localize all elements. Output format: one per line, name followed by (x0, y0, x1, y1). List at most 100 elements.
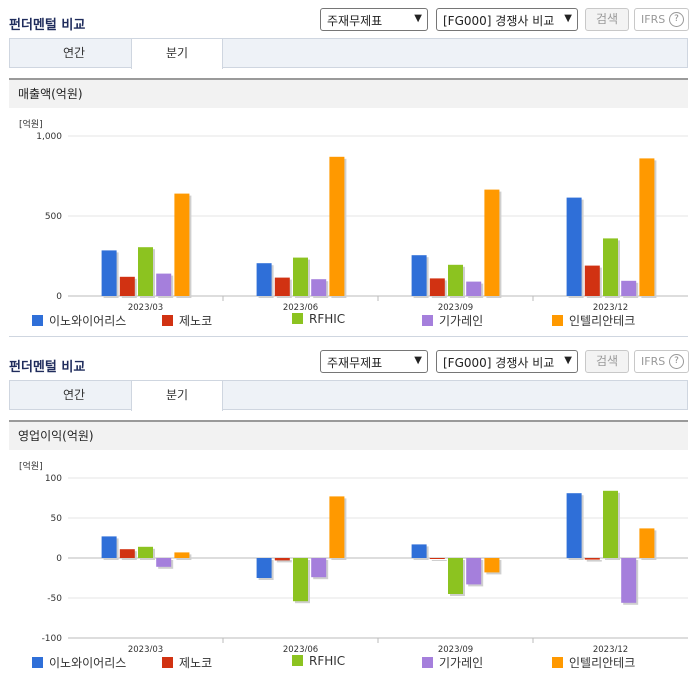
bar (466, 558, 482, 585)
tab-annual[interactable]: 연간 (62, 46, 86, 60)
legend-item[interactable]: 인텔리안테크 (552, 312, 635, 329)
bar-shadow (586, 560, 602, 562)
bar (603, 238, 618, 296)
chevron-down-icon: ▼ (414, 13, 422, 24)
x-tick-label: 2023/09 (438, 645, 473, 652)
ifrs-label: IFRS (641, 13, 666, 26)
bar (584, 558, 600, 560)
peer-select[interactable]: [FG000] 경쟁사 비교 ▼ (436, 350, 578, 373)
x-tick-label: 2023/12 (593, 645, 628, 652)
unit-label: [억원] (19, 118, 43, 130)
revenue-legend: 이노와이어리스 제노코 RFHIC 기가레인 인텔리안테크 (0, 312, 696, 330)
legend-item[interactable]: 이노와이어리스 (32, 312, 126, 329)
tab-quarterly[interactable]: 분기 (131, 381, 223, 411)
bar (429, 278, 445, 296)
bar (584, 265, 600, 296)
panel-header: 펀더멘털 비교 주재무제표 ▼ [FG000] 경쟁사 비교 ▼ 검색 IFRS… (0, 0, 696, 38)
legend-item[interactable]: 제노코 (162, 312, 212, 329)
y-tick-label: 1,000 (36, 132, 62, 142)
bar (329, 496, 345, 558)
bar (293, 558, 308, 602)
legend-label: 이노와이어리스 (49, 314, 127, 328)
x-tick-label: 2023/06 (283, 303, 318, 310)
legend-swatch (162, 315, 173, 326)
divider (9, 336, 688, 337)
y-tick-label: -50 (47, 594, 62, 604)
statement-select[interactable]: 주재무제표 ▼ (320, 8, 428, 31)
bar (311, 558, 327, 578)
legend-label: 제노코 (179, 656, 213, 670)
chevron-down-icon: ▼ (414, 355, 422, 366)
legend-item[interactable]: 제노코 (162, 654, 212, 671)
bar (484, 189, 500, 296)
bar (448, 264, 463, 296)
legend-item[interactable]: 이노와이어리스 (32, 654, 126, 671)
bar (256, 558, 272, 578)
legend-label: RFHIC (309, 312, 346, 326)
legend-label: 기가레인 (439, 314, 484, 328)
y-tick-label: 500 (45, 212, 62, 222)
bar-shadow (276, 560, 292, 563)
ifrs-help-button[interactable]: IFRS ? (634, 8, 689, 31)
question-icon: ? (669, 12, 684, 27)
bar (466, 281, 482, 296)
tab-annual[interactable]: 연간 (62, 388, 86, 402)
bar (639, 528, 655, 558)
legend-swatch (422, 315, 433, 326)
legend-label: 이노와이어리스 (49, 656, 127, 670)
peer-select[interactable]: [FG000] 경쟁사 비교 ▼ (436, 8, 578, 31)
bar (329, 156, 345, 296)
revenue-panel: 펀더멘털 비교 주재무제표 ▼ [FG000] 경쟁사 비교 ▼ 검색 IFRS… (0, 0, 696, 108)
bar (101, 536, 117, 558)
bar (156, 273, 172, 296)
legend-item[interactable]: 기가레인 (422, 312, 483, 329)
bar (293, 257, 308, 296)
legend-label: RFHIC (309, 654, 346, 668)
legend-label: 제노코 (179, 314, 213, 328)
bar (311, 279, 327, 296)
x-tick-label: 2023/06 (283, 645, 318, 652)
question-icon: ? (669, 354, 684, 369)
legend-swatch (292, 655, 303, 666)
bar (174, 552, 190, 558)
bar (621, 558, 637, 603)
panel-title: 펀더멘털 비교 (9, 360, 86, 375)
period-tabs: 연간 분기 (9, 38, 688, 69)
bar (621, 280, 637, 296)
x-tick-label: 2023/09 (438, 303, 473, 310)
legend-swatch (32, 315, 43, 326)
legend-label: 인텔리안테크 (569, 314, 636, 328)
y-tick-label: 100 (45, 474, 62, 484)
legend-item[interactable]: 인텔리안테크 (552, 654, 635, 671)
bar (101, 250, 117, 296)
legend-item[interactable]: RFHIC (292, 654, 345, 668)
search-button[interactable]: 검색 (585, 350, 629, 373)
legend-swatch (552, 315, 563, 326)
tab-quarterly[interactable]: 분기 (131, 39, 223, 69)
bar (138, 546, 153, 558)
legend-swatch (292, 313, 303, 324)
chevron-down-icon: ▼ (564, 355, 572, 366)
bar (566, 493, 582, 558)
x-tick-label: 2023/03 (128, 303, 163, 310)
y-tick-label: 50 (51, 514, 63, 524)
ifrs-label: IFRS (641, 355, 666, 368)
chevron-down-icon: ▼ (564, 13, 572, 24)
bar (156, 558, 172, 567)
legend-item[interactable]: RFHIC (292, 312, 345, 326)
panel-header: 펀더멘털 비교 주재무제표 ▼ [FG000] 경쟁사 비교 ▼ 검색 IFRS… (0, 342, 696, 380)
statement-select[interactable]: 주재무제표 ▼ (320, 350, 428, 373)
statement-select-value: 주재무제표 (327, 356, 383, 370)
bar (603, 490, 618, 558)
legend-item[interactable]: 기가레인 (422, 654, 483, 671)
legend-swatch (422, 657, 433, 668)
search-button[interactable]: 검색 (585, 8, 629, 31)
legend-swatch (32, 657, 43, 668)
statement-select-value: 주재무제표 (327, 14, 383, 28)
x-tick-label: 2023/12 (593, 303, 628, 310)
ifrs-help-button[interactable]: IFRS ? (634, 350, 689, 373)
peer-select-value: [FG000] 경쟁사 비교 (443, 356, 555, 370)
bar (484, 558, 500, 573)
bar (119, 549, 135, 558)
section-title: 매출액(억원) (9, 78, 688, 108)
